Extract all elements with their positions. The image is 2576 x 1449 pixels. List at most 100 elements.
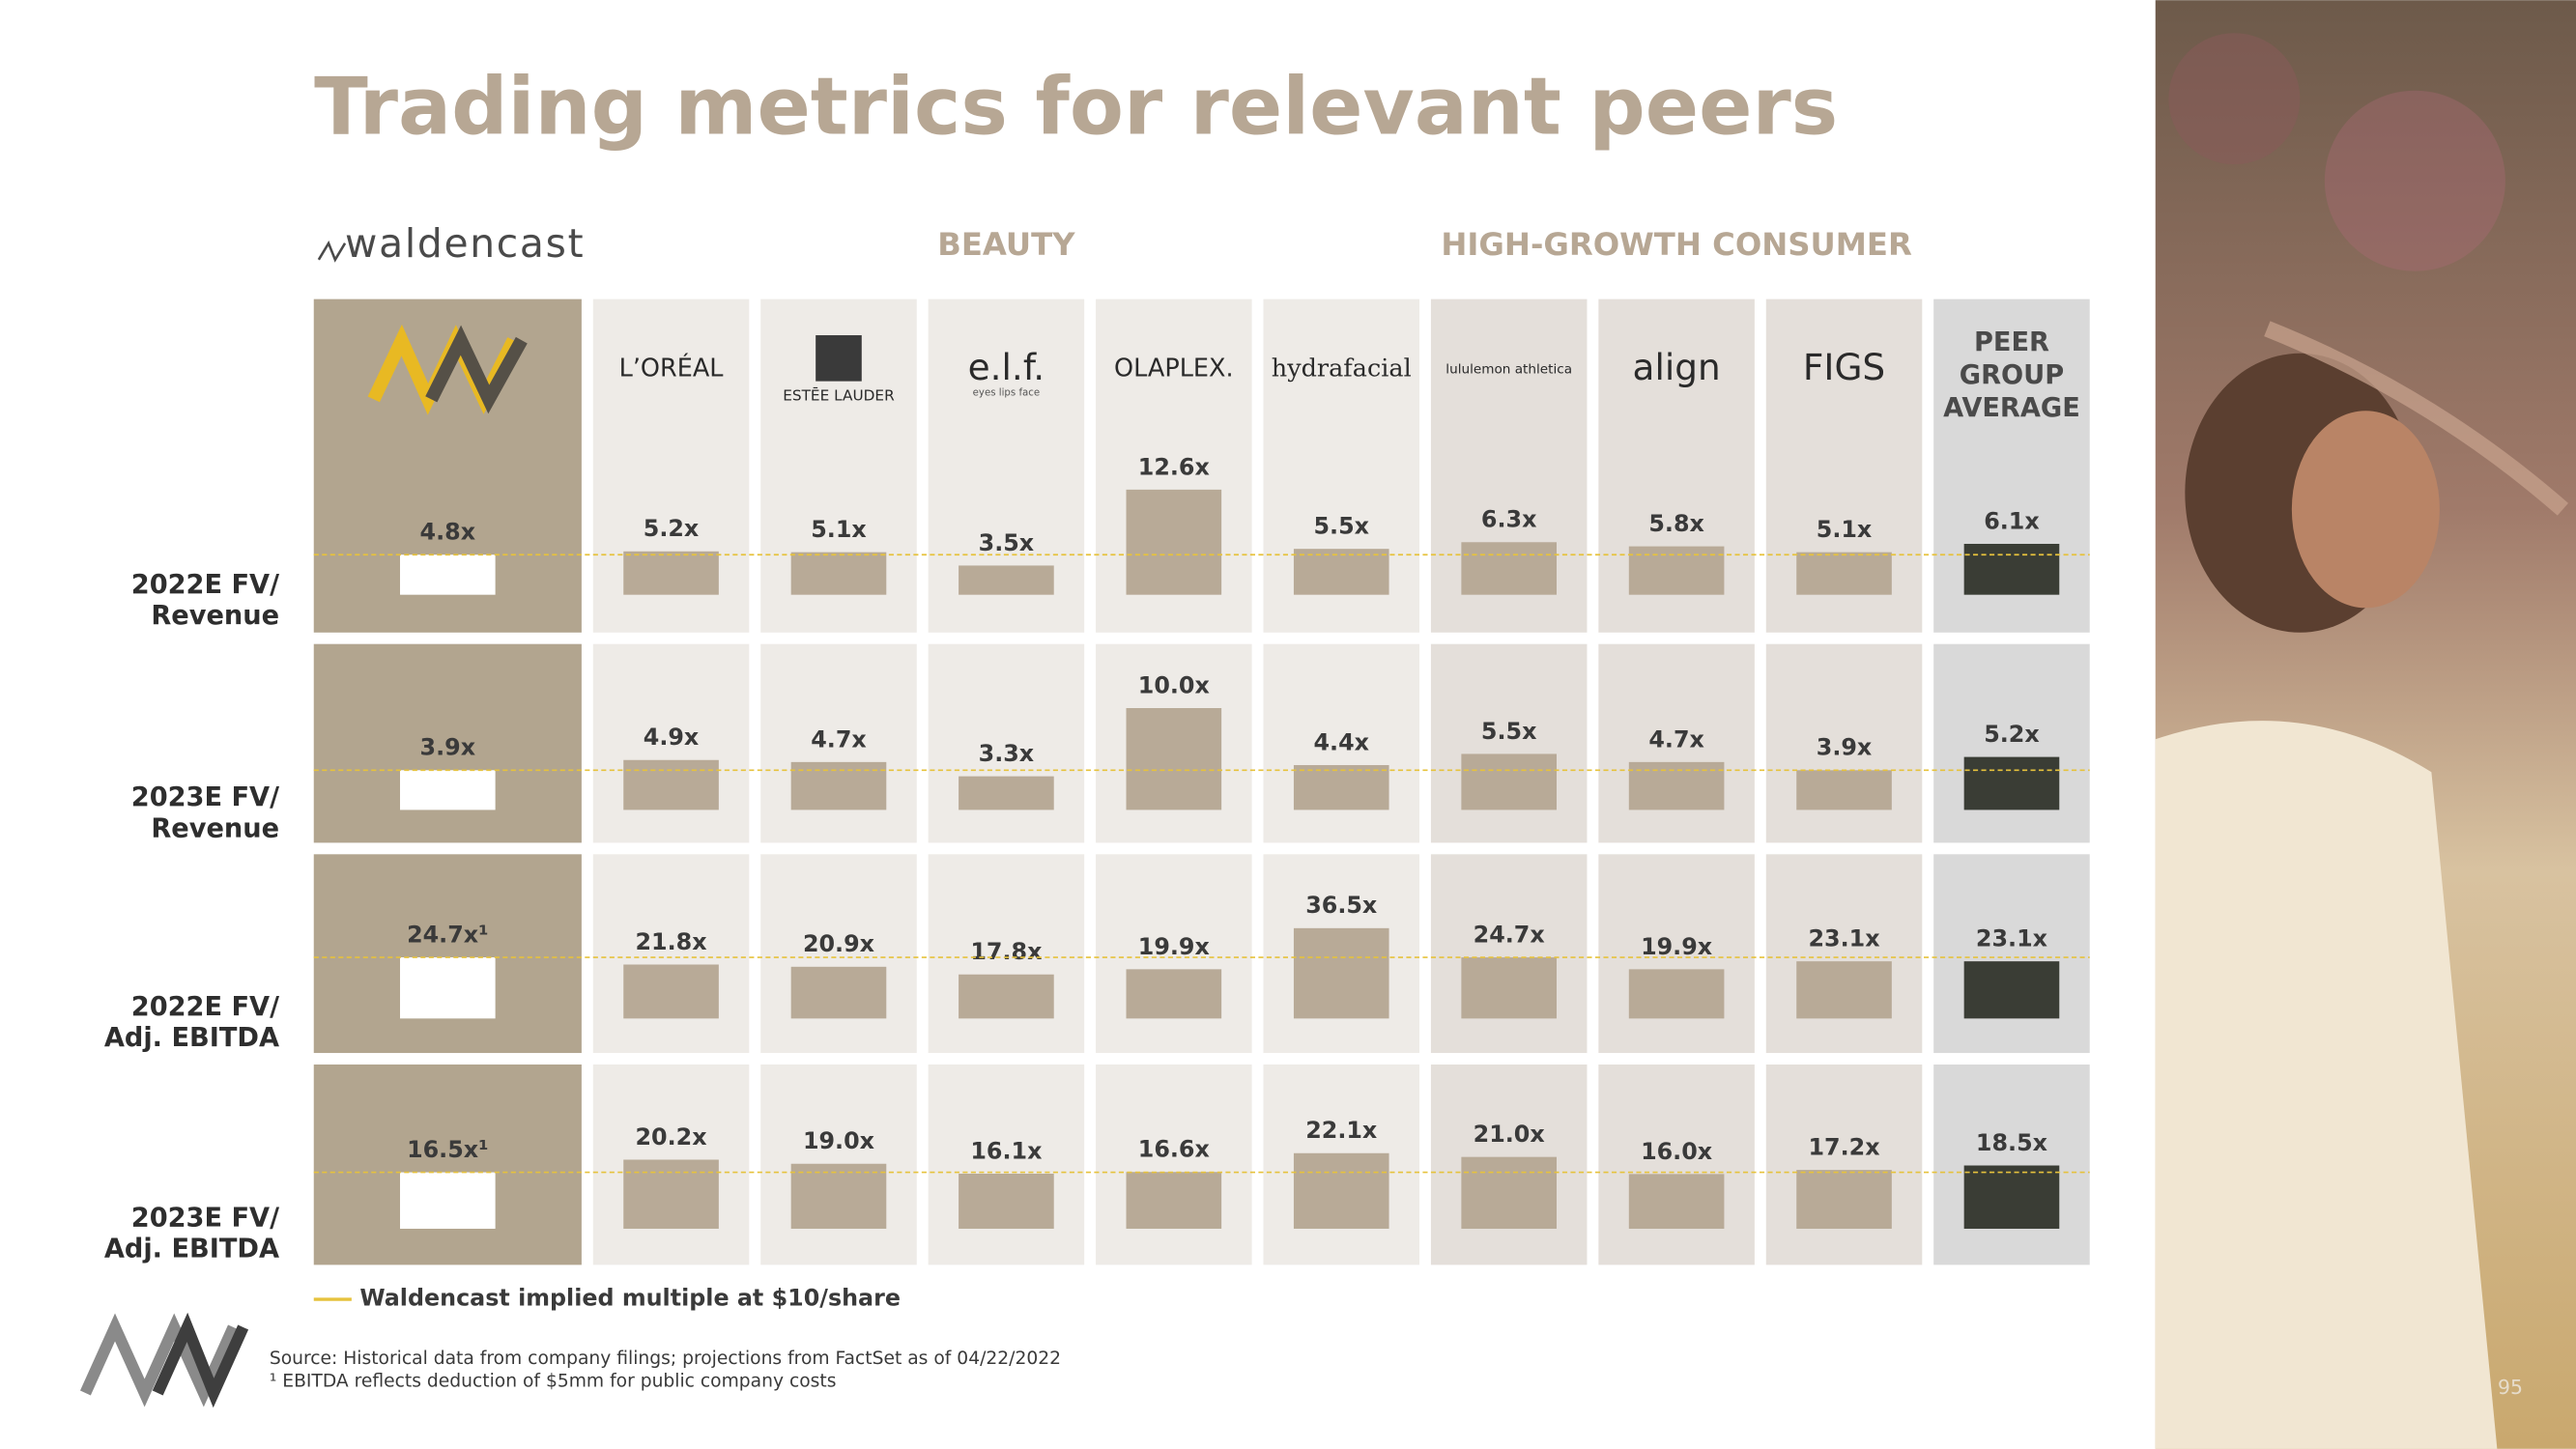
bar [623, 1159, 719, 1229]
row-label: Adj. EBITDA [104, 1235, 279, 1264]
tile [1765, 1064, 1923, 1265]
bar [1126, 707, 1222, 810]
value-label: 5.1x [1817, 516, 1873, 543]
brand-logo: waldencast [317, 220, 585, 267]
column-header: OLAPLEX. [1114, 355, 1234, 384]
value-label: 18.5x [1976, 1129, 2047, 1156]
bar [790, 966, 887, 1019]
value-label: 4.9x [644, 724, 700, 751]
tile [928, 854, 1085, 1054]
bar [1628, 761, 1725, 810]
tile [1933, 854, 2090, 1054]
column-header: e.l.f. [968, 346, 1045, 388]
tile [1598, 854, 1755, 1054]
value-label: 16.1x [970, 1137, 1042, 1164]
bar [400, 554, 496, 595]
column-header: align [1633, 346, 1721, 388]
value-label: 16.5x¹ [407, 1136, 489, 1163]
value-label: 20.2x [636, 1123, 707, 1151]
logo-emblem [816, 335, 862, 382]
bar [623, 964, 719, 1019]
value-label: 4.8x [420, 519, 476, 546]
value-label: 24.7x¹ [407, 921, 489, 948]
bar [790, 761, 887, 810]
bar [400, 957, 496, 1019]
column-header: GROUP [1960, 360, 2064, 390]
value-label: 21.8x [636, 928, 707, 955]
value-label: 23.1x [1976, 925, 2047, 952]
bar [400, 770, 496, 810]
bar [1293, 549, 1389, 595]
value-label: 24.7x [1474, 921, 1545, 948]
bar [1461, 753, 1557, 810]
tile [313, 1064, 582, 1265]
bar [623, 759, 719, 810]
value-label: 5.1x [811, 516, 867, 543]
tile [592, 854, 750, 1054]
row-label: 2022E FV/ [131, 992, 279, 1022]
bar [1293, 765, 1389, 810]
value-label: 19.0x [803, 1127, 874, 1154]
value-label: 3.3x [979, 740, 1035, 767]
tile [1096, 1064, 1252, 1265]
row-label: 2023E FV/ [131, 782, 279, 812]
bar [1126, 1172, 1222, 1229]
bar [1796, 961, 1892, 1019]
bar [1963, 543, 2060, 595]
value-label: 19.9x [1138, 933, 1210, 960]
value-label: 5.8x [1648, 510, 1704, 537]
bar [1796, 770, 1892, 810]
column-header: L’ORÉAL [619, 355, 725, 384]
company-logo [425, 325, 528, 414]
value-label: 5.2x [1984, 721, 2040, 748]
value-label: 17.2x [1808, 1134, 1879, 1161]
tile [1933, 1064, 2090, 1265]
bar [1628, 546, 1725, 595]
footer-logo [79, 1312, 249, 1408]
bar [959, 1174, 1054, 1229]
column-header: PEER [1974, 327, 2049, 357]
value-label: 19.9x [1641, 933, 1712, 960]
value-label: 36.5x [1305, 892, 1377, 919]
photo [2155, 0, 2576, 1449]
legend: Waldencast implied multiple at $10/share [359, 1285, 901, 1312]
value-label: 16.0x [1641, 1138, 1712, 1165]
row-label: 2022E FV/ [131, 570, 279, 600]
column-header: lululemon athletica [1445, 362, 1572, 378]
tile [928, 1064, 1085, 1265]
column-tagline: eyes lips face [973, 388, 1040, 399]
page-number: 95 [2498, 1376, 2523, 1399]
tile [313, 854, 582, 1054]
value-label: 16.6x [1138, 1136, 1210, 1163]
value-label: 4.7x [811, 725, 867, 753]
bar [1461, 957, 1557, 1019]
tile [760, 854, 917, 1054]
column-header: AVERAGE [1943, 393, 2080, 423]
bar [400, 1172, 496, 1229]
brand: waldencast [345, 220, 585, 267]
column-header: hydrafacial [1272, 355, 1412, 384]
column-header: FIGS [1803, 346, 1885, 388]
bar [959, 776, 1054, 810]
value-label: 17.8x [970, 938, 1042, 965]
value-label: 10.0x [1138, 671, 1210, 698]
tile [1430, 854, 1588, 1054]
column-header: ESTĒE LAUDER [783, 386, 895, 404]
footnote: ¹ EBITDA reflects deduction of $5mm for … [270, 1372, 837, 1392]
bar [1963, 756, 2060, 810]
bar [959, 974, 1054, 1019]
bar [1628, 1174, 1725, 1229]
row-label: Adj. EBITDA [104, 1023, 279, 1053]
bar [1796, 1170, 1892, 1229]
row-label: Revenue [151, 601, 279, 631]
value-label: 5.5x [1481, 718, 1537, 745]
value-label: 21.0x [1474, 1121, 1545, 1148]
tile [1765, 854, 1923, 1054]
value-label: 23.1x [1808, 925, 1879, 952]
group-header: BEAUTY [937, 226, 1075, 263]
bar [1461, 1156, 1557, 1229]
row-label: Revenue [151, 813, 279, 843]
value-label: 3.5x [979, 529, 1035, 556]
value-label: 20.9x [803, 930, 874, 957]
bar [1796, 552, 1892, 595]
